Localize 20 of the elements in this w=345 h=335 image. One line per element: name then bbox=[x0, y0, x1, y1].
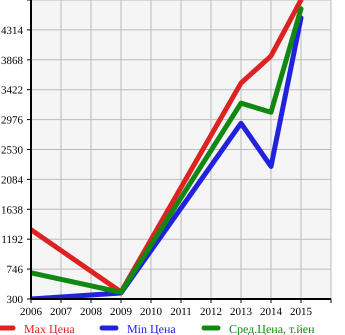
y-tick-label: 4314 bbox=[1, 24, 24, 37]
x-tick-label: 2010 bbox=[140, 306, 162, 318]
x-tick-label: 2011 bbox=[170, 306, 192, 318]
y-tick-label: 1638 bbox=[1, 204, 24, 216]
y-tick-label: 3422 bbox=[1, 84, 23, 97]
x-tick-label: 2013 bbox=[230, 306, 252, 318]
x-tick-label: 2014 bbox=[260, 306, 282, 318]
y-tick-label: 746 bbox=[6, 264, 24, 276]
y-tick-label: 2976 bbox=[1, 114, 24, 127]
x-tick-label: 2006 bbox=[20, 306, 42, 318]
x-tick-label: 2008 bbox=[80, 306, 102, 318]
x-tick-label: 2007 bbox=[50, 306, 72, 318]
y-tick-label: 300 bbox=[6, 294, 24, 306]
x-tick-label: 2009 bbox=[110, 306, 132, 318]
x-tick-label: 2012 bbox=[200, 306, 222, 318]
x-tick-label: 2015 bbox=[290, 306, 312, 318]
y-tick-label: 3868 bbox=[1, 54, 24, 67]
y-tick-label: 1192 bbox=[1, 234, 23, 246]
y-tick-label: 2530 bbox=[1, 144, 24, 156]
y-tick-label: 2084 bbox=[1, 174, 24, 186]
